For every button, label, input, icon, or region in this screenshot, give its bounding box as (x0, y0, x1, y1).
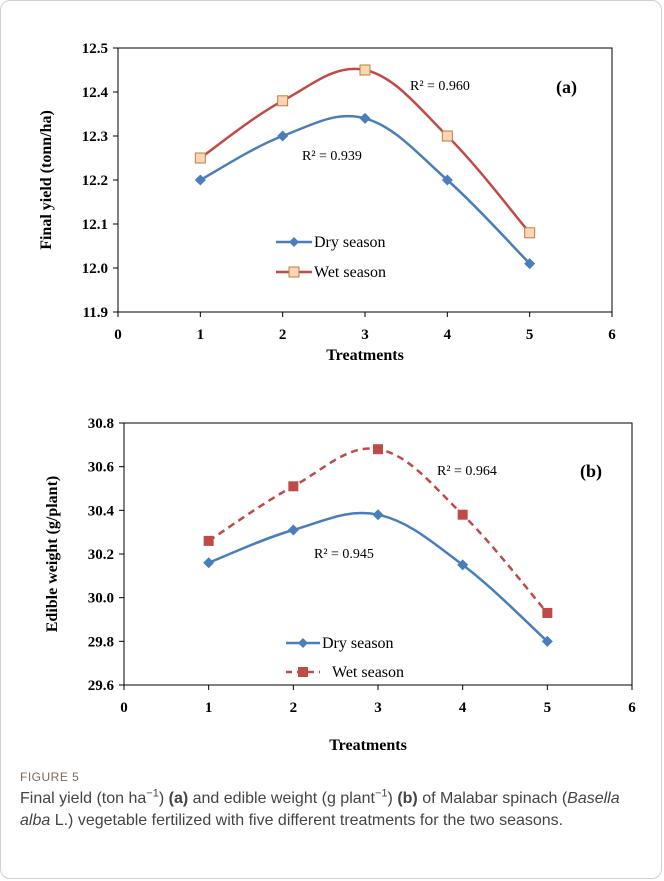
figure-caption: Final yield (ton ha−1) (a) and edible we… (20, 788, 645, 832)
caption-panel-a: (a) (168, 790, 189, 807)
x-tick-label: 0 (114, 327, 122, 343)
figure-label: FIGURE 5 (20, 770, 80, 784)
x-axis-label: Treatments (326, 347, 404, 364)
y-ticks: 29.6 29.8 30.0 30.2 30.4 30.6 30.8 (88, 416, 124, 694)
x-tick-label: 2 (290, 700, 298, 716)
y-tick-label: 29.8 (88, 634, 114, 650)
legend-label-wet: Wet season (332, 664, 404, 681)
x-ticks: 0 1 2 3 4 5 6 (114, 312, 616, 343)
chart-a: 11.9 12.0 12.1 12.2 12.3 12.4 12.5 0 1 2 3 4 5 6 (a)… (38, 41, 616, 364)
x-tick-label: 5 (544, 700, 552, 716)
data-point-dry (203, 557, 215, 569)
y-axis-label: Final yield (tonn/ha) (38, 110, 55, 250)
data-point-wet (373, 444, 383, 455)
x-tick-label: 4 (444, 327, 452, 343)
data-point-dry (441, 174, 453, 186)
data-point-dry (457, 559, 469, 571)
series-layer (194, 64, 536, 270)
data-point-wet (457, 509, 468, 520)
data-point-dry (372, 509, 384, 521)
x-tick-label: 3 (374, 700, 382, 716)
r2-annotation-dry: R² = 0.939 (302, 149, 362, 164)
y-tick-label: 11.9 (83, 305, 108, 321)
caption-sup: −1 (374, 787, 388, 800)
data-point-wet (542, 607, 553, 618)
caption-panel-b: (b) (397, 790, 418, 807)
y-tick-label: 12.0 (82, 261, 108, 277)
data-point-dry (359, 112, 371, 124)
y-tick-label: 30.8 (88, 416, 114, 432)
y-tick-label: 12.3 (82, 129, 108, 145)
x-tick-label: 6 (628, 700, 636, 716)
r2-annotation-wet: R² = 0.964 (437, 464, 497, 479)
caption-sup: −1 (146, 787, 159, 800)
data-point-wet (277, 95, 289, 107)
y-tick-label: 29.6 (88, 678, 115, 694)
x-tick-label: 0 (120, 700, 128, 716)
series-line-dry (208, 511, 549, 643)
x-tick-label: 3 (361, 327, 369, 343)
y-tick-label: 12.1 (82, 217, 108, 233)
x-tick-label: 6 (608, 327, 616, 343)
legend-label-dry: Dry season (314, 234, 386, 251)
legend-label-wet: Wet season (314, 264, 386, 281)
y-tick-label: 30.6 (88, 460, 115, 476)
r2-annotation-dry: R² = 0.945 (314, 547, 374, 562)
series-layer (203, 444, 553, 647)
legend-marker-dry (289, 237, 299, 247)
x-ticks: 0 1 2 3 4 5 6 (120, 685, 636, 716)
panel-label: (b) (580, 461, 602, 482)
data-point-wet (194, 152, 206, 164)
data-point-wet (203, 535, 214, 546)
data-point-dry (541, 635, 553, 647)
data-point-wet (524, 227, 536, 239)
data-point-dry (277, 130, 289, 142)
r2-annotation-wet: R² = 0.960 (410, 79, 470, 94)
y-tick-label: 30.0 (88, 591, 114, 607)
caption-part: L.) vegetable fertilized with five diffe… (50, 812, 564, 829)
legend: Dry season Wet season (276, 234, 386, 281)
data-point-dry (524, 258, 536, 270)
y-tick-label: 30.2 (88, 547, 114, 563)
data-point-dry (194, 174, 206, 186)
legend: Dry season Wet season (286, 635, 404, 681)
data-point-wet (359, 64, 371, 76)
x-tick-label: 4 (459, 700, 467, 716)
x-axis-label: Treatments (329, 737, 407, 754)
y-tick-label: 30.4 (88, 503, 115, 519)
y-ticks: 11.9 12.0 12.1 12.2 12.3 12.4 12.5 (82, 41, 118, 321)
x-tick-label: 1 (197, 327, 205, 343)
legend-marker-wet (298, 667, 308, 677)
caption-part: of Malabar spinach ( (417, 790, 568, 807)
chart-b: 29.6 29.8 30.0 30.2 30.4 30.6 30.8 0 1 2 3 4 5 6 (b)… (44, 416, 636, 754)
panel-label: (a) (556, 77, 577, 98)
caption-part: Final yield (ton ha (20, 790, 147, 807)
y-tick-label: 12.4 (82, 85, 109, 101)
caption-part: ) (387, 790, 398, 807)
y-axis-label: Edible weight (g/plant) (44, 476, 61, 632)
legend-marker-dry (298, 638, 308, 648)
data-point-wet (288, 481, 299, 492)
caption-part: and edible weight (g plant (188, 790, 375, 807)
caption-species: Basella alba (20, 790, 620, 829)
y-tick-label: 12.5 (82, 41, 108, 57)
legend-label-dry: Dry season (322, 635, 394, 652)
x-tick-label: 1 (205, 700, 213, 716)
x-tick-label: 2 (279, 327, 287, 343)
x-tick-label: 5 (526, 327, 534, 343)
legend-marker-wet (288, 266, 300, 278)
data-point-wet (441, 130, 453, 142)
y-tick-label: 12.2 (82, 173, 108, 189)
data-point-dry (287, 524, 299, 536)
caption-part: ) (158, 790, 169, 807)
